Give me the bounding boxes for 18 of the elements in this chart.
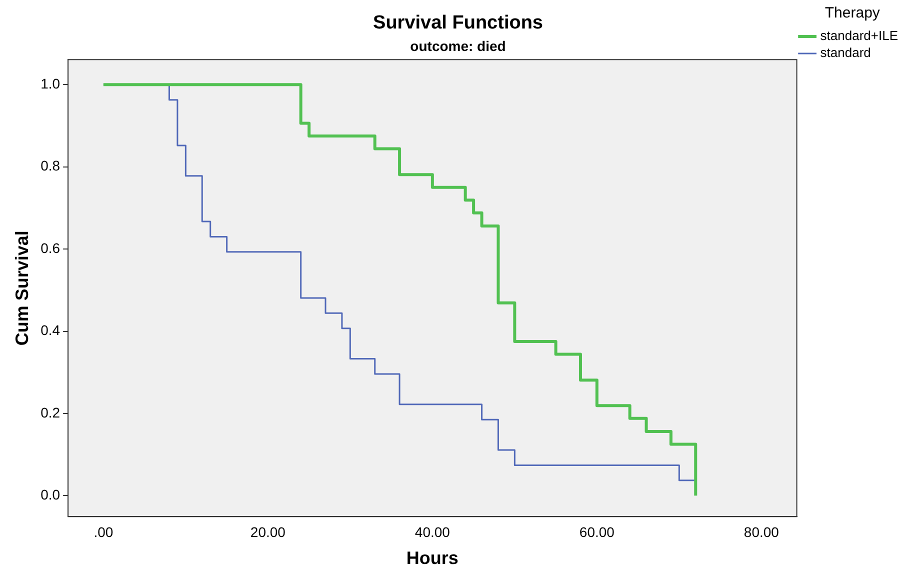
- legend-title: Therapy: [824, 4, 880, 22]
- x-tick-label: 60.00: [579, 524, 615, 540]
- y-tick-label: 0.8: [40, 158, 60, 174]
- y-axis-title: Cum Survival: [12, 230, 32, 346]
- x-axis-title: Hours: [406, 548, 458, 568]
- x-tick-label: .00: [94, 524, 114, 540]
- y-tick-label: 0.6: [40, 240, 60, 256]
- x-tick-label: 40.00: [414, 524, 450, 540]
- y-tick-label: 0.2: [40, 404, 60, 420]
- legend-label: standard+ILE: [820, 28, 898, 44]
- y-tick-label: 1.0: [40, 76, 60, 92]
- x-tick-label: 20.00: [250, 524, 286, 540]
- chart-title: Survival Functions: [373, 12, 543, 34]
- y-tick-label: 0.4: [40, 322, 60, 338]
- legend-label: standard: [820, 45, 871, 60]
- chart-subtitle: outcome: died: [410, 38, 506, 54]
- x-tick-label: 80.00: [744, 524, 780, 540]
- y-tick-label: 0.0: [40, 486, 60, 502]
